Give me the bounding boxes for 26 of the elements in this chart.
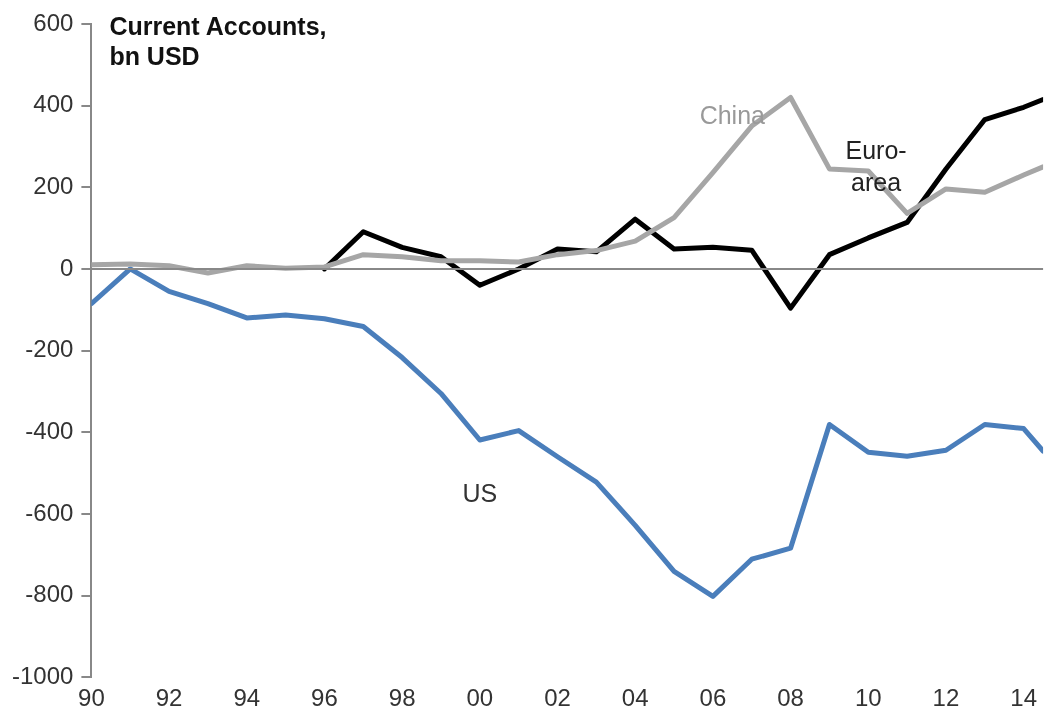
x-tick-label: 94 [233, 684, 261, 712]
series-label: China [699, 101, 766, 130]
chart-title: Current Accounts, bn USD [109, 12, 327, 71]
y-tick-label: 200 [33, 171, 74, 199]
y-tick-label: -800 [25, 580, 74, 608]
x-tick-label: 92 [155, 684, 183, 712]
x-tick-label: 08 [777, 684, 804, 712]
y-tick-label: -1000 [11, 661, 74, 689]
y-tick-label: 400 [33, 90, 74, 118]
x-tick-label: 10 [854, 684, 882, 712]
x-tick-label: 98 [388, 684, 416, 712]
x-tick-label: 14 [1010, 684, 1037, 712]
x-tick-label: 00 [466, 684, 494, 712]
x-tick-label: 96 [311, 684, 338, 712]
y-tick-label: 0 [60, 253, 74, 281]
y-tick-label: -400 [25, 416, 74, 444]
series-label: Euro-area [845, 135, 907, 196]
y-tick-label: -200 [25, 335, 74, 363]
x-tick-label: 90 [78, 684, 105, 712]
x-tick-label: 04 [621, 684, 649, 712]
y-tick-label: -600 [25, 498, 74, 526]
x-tick-label: 02 [544, 684, 571, 712]
series-label: US [462, 478, 498, 507]
y-tick-label: 600 [33, 8, 74, 36]
x-tick-label: 06 [699, 684, 727, 712]
x-tick-label: 12 [932, 684, 960, 712]
